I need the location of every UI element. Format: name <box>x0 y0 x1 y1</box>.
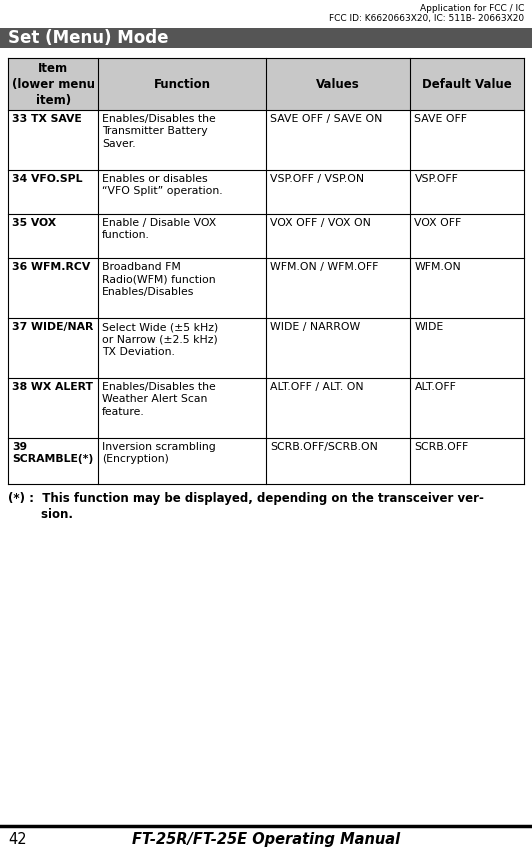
Text: Set (Menu) Mode: Set (Menu) Mode <box>8 29 169 47</box>
Text: VOX OFF: VOX OFF <box>414 218 462 228</box>
Text: 39
SCRAMBLE(*): 39 SCRAMBLE(*) <box>12 442 93 465</box>
Text: Select Wide (±5 kHz)
or Narrow (±2.5 kHz)
TX Deviation.: Select Wide (±5 kHz) or Narrow (±2.5 kHz… <box>102 322 219 357</box>
Text: Function: Function <box>154 78 211 91</box>
Text: Enables/Disables the
Transmitter Battery
Saver.: Enables/Disables the Transmitter Battery… <box>102 114 216 149</box>
Text: 38 WX ALERT: 38 WX ALERT <box>12 382 93 392</box>
Text: Broadband FM
Radio(WFM) function
Enables/Disables: Broadband FM Radio(WFM) function Enables… <box>102 262 216 297</box>
Text: 36 WFM.RCV: 36 WFM.RCV <box>12 262 90 272</box>
Text: SCRB.OFF/SCRB.ON: SCRB.OFF/SCRB.ON <box>270 442 378 452</box>
Text: Enables or disables
“VFO Split” operation.: Enables or disables “VFO Split” operatio… <box>102 174 223 196</box>
Text: SAVE OFF / SAVE ON: SAVE OFF / SAVE ON <box>270 114 383 124</box>
Text: VOX OFF / VOX ON: VOX OFF / VOX ON <box>270 218 371 228</box>
Text: VSP.OFF: VSP.OFF <box>414 174 459 184</box>
Text: Item
(lower menu
item): Item (lower menu item) <box>12 62 95 106</box>
Text: FCC ID: K6620663X20, IC: 511B- 20663X20: FCC ID: K6620663X20, IC: 511B- 20663X20 <box>329 14 524 23</box>
Bar <box>0 28 532 48</box>
Text: 35 VOX: 35 VOX <box>12 218 56 228</box>
Bar <box>8 58 524 110</box>
Text: WIDE / NARROW: WIDE / NARROW <box>270 322 360 332</box>
Text: Default Value: Default Value <box>422 78 512 91</box>
Text: 37 WIDE/NAR: 37 WIDE/NAR <box>12 322 94 332</box>
Text: 34 VFO.SPL: 34 VFO.SPL <box>12 174 82 184</box>
Text: Enable / Disable VOX
function.: Enable / Disable VOX function. <box>102 218 217 241</box>
Text: Enables/Disables the
Weather Alert Scan
feature.: Enables/Disables the Weather Alert Scan … <box>102 382 216 417</box>
Text: Inversion scrambling
(Encryption): Inversion scrambling (Encryption) <box>102 442 216 465</box>
Text: (*) :  This function may be displayed, depending on the transceiver ver-: (*) : This function may be displayed, de… <box>8 492 484 505</box>
Text: SAVE OFF: SAVE OFF <box>414 114 468 124</box>
Text: ALT.OFF: ALT.OFF <box>414 382 456 392</box>
Text: WFM.ON: WFM.ON <box>414 262 461 272</box>
Text: WFM.ON / WFM.OFF: WFM.ON / WFM.OFF <box>270 262 378 272</box>
Text: SCRB.OFF: SCRB.OFF <box>414 442 469 452</box>
Text: VSP.OFF / VSP.ON: VSP.OFF / VSP.ON <box>270 174 364 184</box>
Text: WIDE: WIDE <box>414 322 444 332</box>
Text: sion.: sion. <box>8 508 73 521</box>
Text: 42: 42 <box>8 832 27 847</box>
Text: ALT.OFF / ALT. ON: ALT.OFF / ALT. ON <box>270 382 364 392</box>
Text: Values: Values <box>317 78 360 91</box>
Text: Application for FCC / IC: Application for FCC / IC <box>420 4 524 13</box>
Text: FT-25R/FT-25E Operating Manual: FT-25R/FT-25E Operating Manual <box>132 832 400 847</box>
Text: 33 TX SAVE: 33 TX SAVE <box>12 114 82 124</box>
